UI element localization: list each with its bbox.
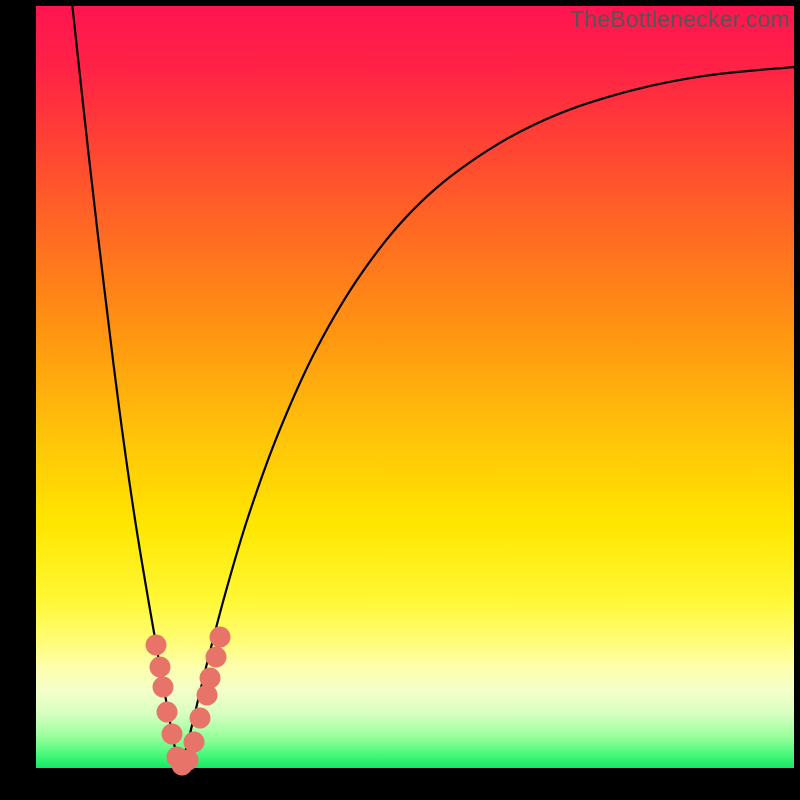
- chart-container: TheBottlenecker.com: [0, 0, 800, 800]
- data-point: [190, 707, 211, 728]
- data-point: [161, 724, 182, 745]
- data-point: [205, 646, 226, 667]
- data-point: [149, 656, 170, 677]
- watermark-text: TheBottlenecker.com: [570, 6, 790, 33]
- data-point: [210, 626, 231, 647]
- data-point: [178, 750, 199, 771]
- data-point: [145, 634, 166, 655]
- data-point: [184, 732, 205, 753]
- data-point: [152, 677, 173, 698]
- data-point: [157, 701, 178, 722]
- data-point: [200, 668, 221, 689]
- bottleneck-curve: [72, 6, 794, 766]
- curve-layer: [0, 0, 800, 800]
